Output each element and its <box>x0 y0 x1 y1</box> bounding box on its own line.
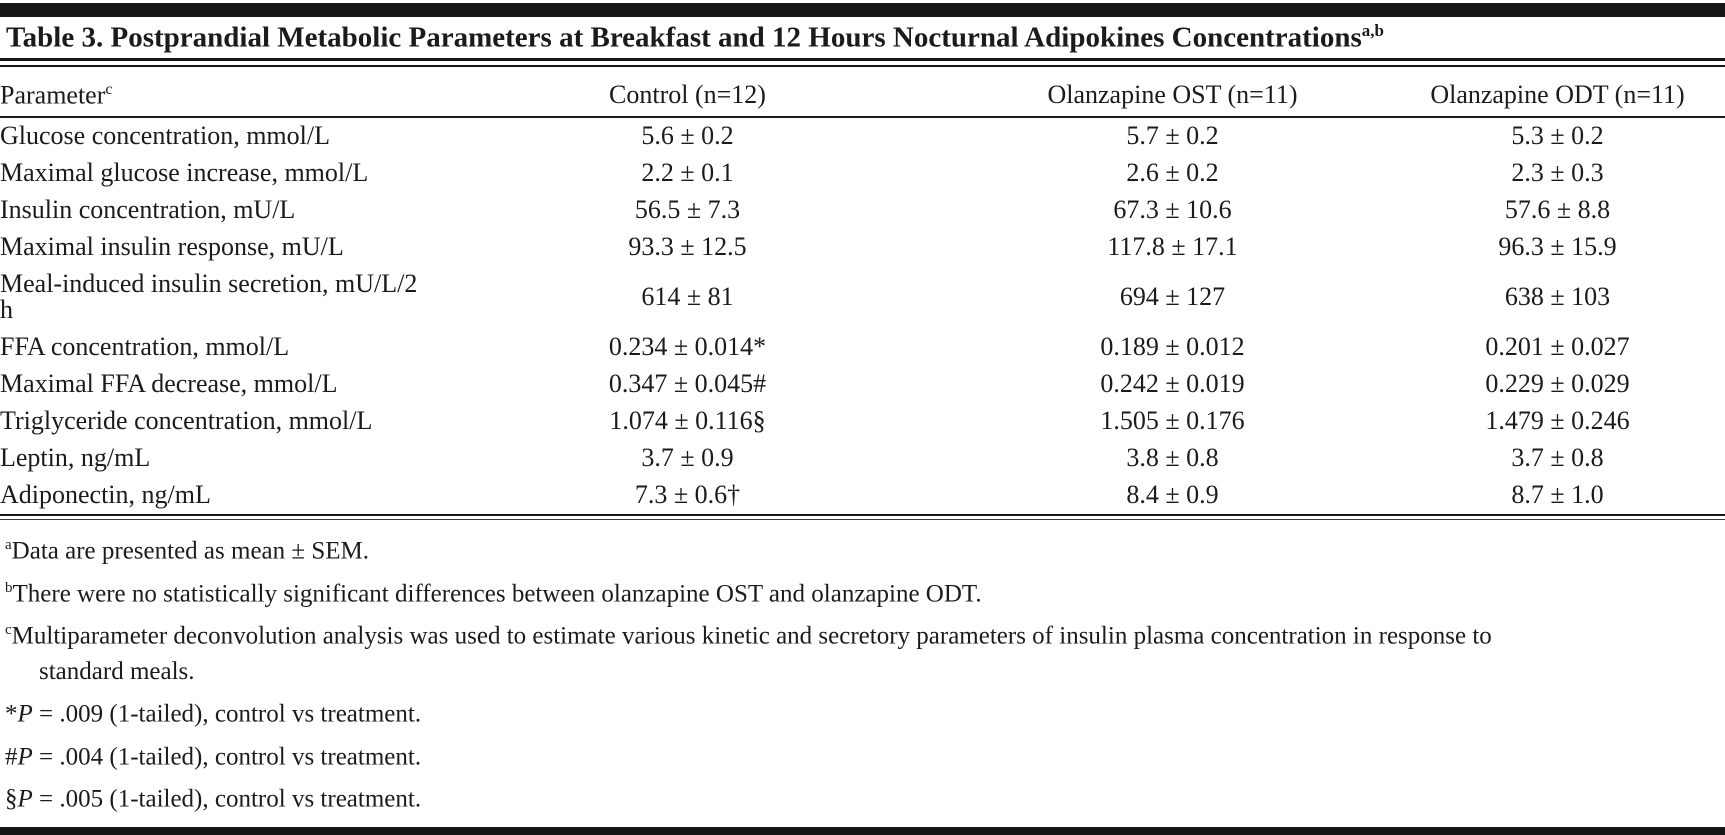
title-divider-rule-thin <box>0 64 1725 67</box>
table-body: Glucose concentration, mmol/L 5.6 ± 0.2 … <box>0 117 1725 514</box>
value-cell: 57.6 ± 8.8 <box>1504 195 1611 225</box>
table-row: Insulin concentration, mU/L 56.5 ± 7.3 6… <box>0 192 1725 229</box>
value-cell: 614 ± 81 <box>641 282 734 312</box>
value-cell: 3.8 ± 0.8 <box>1126 443 1219 473</box>
footnote-asterisk: *P = .009 (1-tailed), control vs treatme… <box>5 700 422 728</box>
value-cell: 0.242 ± 0.019 <box>1100 369 1245 399</box>
bottom-rule <box>0 827 1725 835</box>
column-header-olanzapine-ost: Olanzapine OST (n=11) <box>955 67 1390 119</box>
table-header: Parameterc Control (n=12) Olanzapine OST… <box>0 67 1725 119</box>
param-cell: Glucose concentration, mmol/L <box>0 121 330 151</box>
value-cell: 96.3 ± 15.9 <box>1498 232 1617 262</box>
value-cell: 3.7 ± 0.9 <box>641 443 734 473</box>
table-header-row: Parameterc Control (n=12) Olanzapine OST… <box>0 67 1725 119</box>
value-cell: 1.479 ± 0.246 <box>1485 406 1630 436</box>
value-cell: 0.234 ± 0.014* <box>608 332 767 362</box>
top-rule <box>0 3 1725 17</box>
value-cell: 8.7 ± 1.0 <box>1511 480 1604 510</box>
value-cell: 2.3 ± 0.3 <box>1511 158 1604 188</box>
footnote-b: bThere were no statistically significant… <box>5 579 982 607</box>
value-cell: 5.7 ± 0.2 <box>1126 121 1219 151</box>
table-end-rule-thick <box>0 514 1725 517</box>
param-cell: FFA concentration, mmol/L <box>0 332 290 362</box>
value-cell: 638 ± 103 <box>1504 282 1611 312</box>
value-cell: 56.5 ± 7.3 <box>634 195 741 225</box>
table-title-superscript: a,b <box>1361 21 1384 40</box>
value-cell: 67.3 ± 10.6 <box>1113 195 1232 225</box>
footnote-c: cMultiparameter deconvolution analysis w… <box>5 621 1492 686</box>
column-header-parameter: Parameterc <box>0 67 420 119</box>
column-header-control: Control (n=12) <box>420 67 955 119</box>
footnote-a: aData are presented as mean ± SEM. <box>5 537 370 565</box>
param-cell: Maximal glucose increase, mmol/L <box>0 158 369 188</box>
footnote-hash: #P = .004 (1-tailed), control vs treatme… <box>5 742 422 770</box>
table-title: Table 3. Postprandial Metabolic Paramete… <box>0 17 1725 58</box>
column-header-olanzapine-odt: Olanzapine ODT (n=11) <box>1390 67 1725 119</box>
value-cell: 0.201 ± 0.027 <box>1485 332 1630 362</box>
value-cell: 694 ± 127 <box>1119 282 1226 312</box>
footnotes-block: aData are presented as mean ± SEM. bTher… <box>0 521 1510 835</box>
param-cell: Leptin, ng/mL <box>0 443 151 473</box>
param-cell: Insulin concentration, mU/L <box>0 195 296 225</box>
table-row: Maximal glucose increase, mmol/L 2.2 ± 0… <box>0 155 1725 192</box>
value-cell: 1.074 ± 0.116§ <box>609 406 766 436</box>
table-end-rule-thin <box>0 519 1725 521</box>
table-end-rule <box>0 514 1725 521</box>
value-cell: 5.3 ± 0.2 <box>1511 121 1604 151</box>
table-row: Maximal FFA decrease, mmol/L 0.347 ± 0.0… <box>0 366 1725 403</box>
param-cell: Meal-induced insulin secretion, mU/L/2 h <box>0 269 418 325</box>
footnote-section: §P = .005 (1-tailed), control vs treatme… <box>5 785 422 813</box>
value-cell: 0.229 ± 0.029 <box>1485 369 1630 399</box>
table-row: Glucose concentration, mmol/L 5.6 ± 0.2 … <box>0 117 1725 155</box>
value-cell: 1.505 ± 0.176 <box>1100 406 1245 436</box>
table-row: Maximal insulin response, mU/L 93.3 ± 12… <box>0 229 1725 266</box>
value-cell: 0.189 ± 0.012 <box>1100 332 1245 362</box>
table-row: Triglyceride concentration, mmol/L 1.074… <box>0 403 1725 440</box>
value-cell: 2.6 ± 0.2 <box>1126 158 1219 188</box>
metabolic-parameters-table: Parameterc Control (n=12) Olanzapine OST… <box>0 67 1725 515</box>
value-cell: 8.4 ± 0.9 <box>1126 480 1219 510</box>
value-cell: 7.3 ± 0.6† <box>634 480 741 510</box>
table-row: Meal-induced insulin secretion, mU/L/2 h… <box>0 266 1725 329</box>
value-cell: 117.8 ± 17.1 <box>1107 232 1238 262</box>
param-cell: Triglyceride concentration, mmol/L <box>0 406 373 436</box>
title-divider-rule-thick <box>0 57 1725 61</box>
value-cell: 5.6 ± 0.2 <box>641 121 734 151</box>
title-divider-rule <box>0 57 1725 68</box>
param-cell: Maximal insulin response, mU/L <box>0 232 344 262</box>
param-cell: Adiponectin, ng/mL <box>0 480 211 510</box>
value-cell: 3.7 ± 0.8 <box>1511 443 1604 473</box>
table-row: Leptin, ng/mL 3.7 ± 0.9 3.8 ± 0.8 3.7 ± … <box>0 440 1725 477</box>
table-row: Adiponectin, ng/mL 7.3 ± 0.6† 8.4 ± 0.9 … <box>0 477 1725 514</box>
value-cell: 93.3 ± 12.5 <box>628 232 747 262</box>
param-cell: Maximal FFA decrease, mmol/L <box>0 369 338 399</box>
parameter-superscript: c <box>105 80 113 98</box>
table-row: FFA concentration, mmol/L 0.234 ± 0.014*… <box>0 329 1725 366</box>
value-cell: 2.2 ± 0.1 <box>641 158 734 188</box>
value-cell: 0.347 ± 0.045# <box>608 369 767 399</box>
table-title-text: Table 3. Postprandial Metabolic Paramete… <box>6 21 1362 54</box>
